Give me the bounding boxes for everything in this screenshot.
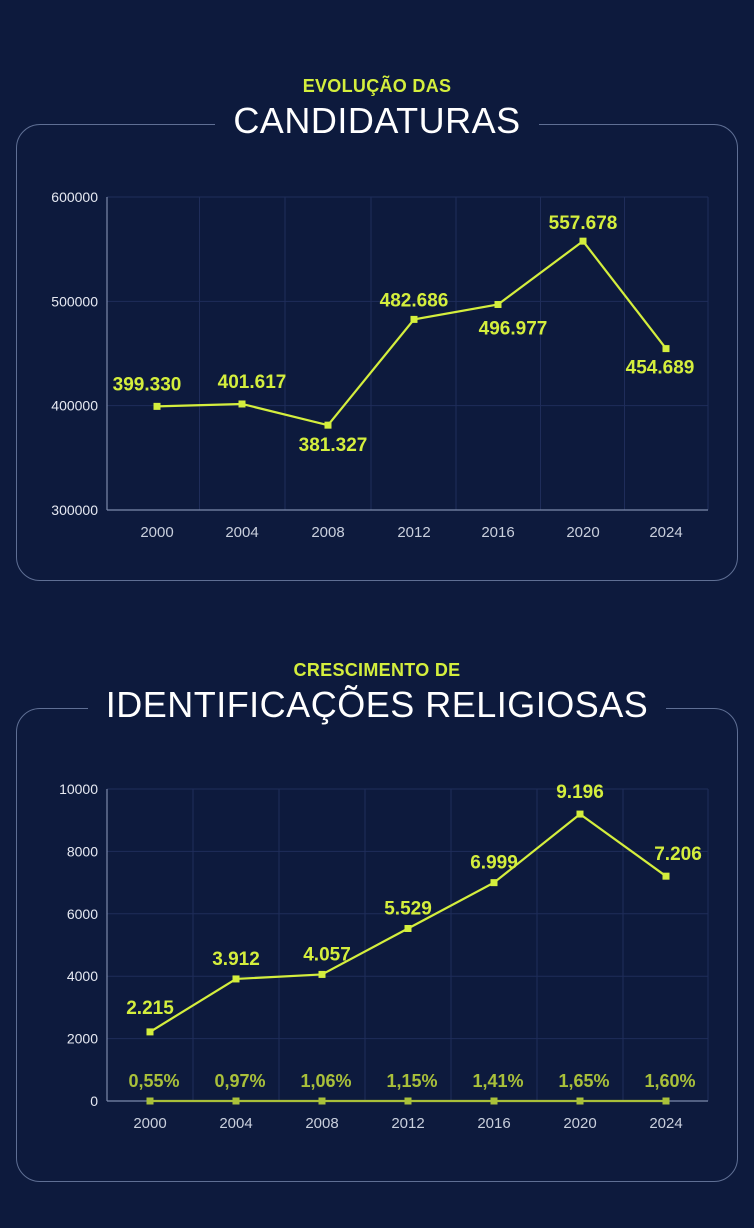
percent-label: 1,60%: [644, 1071, 695, 1091]
data-label: 6.999: [470, 853, 518, 874]
percent-data-point: [576, 1097, 584, 1105]
data-point: [324, 421, 332, 429]
percent-data-point: [490, 1097, 498, 1105]
chart2-eyebrow: CRESCIMENTO DE: [293, 660, 461, 680]
x-tick-label: 2012: [391, 1115, 424, 1132]
data-point: [662, 345, 670, 353]
x-tick-label: 2004: [225, 524, 258, 541]
percent-label: 1,65%: [558, 1071, 609, 1091]
chart2-title-text: IDENTIFICAÇÕES RELIGIOSAS: [87, 684, 667, 726]
data-point: [490, 879, 498, 887]
percent-data-point: [146, 1097, 154, 1105]
data-label: 5.529: [384, 898, 432, 919]
data-point: [410, 315, 418, 323]
y-tick-label: 600000: [51, 189, 98, 205]
data-point: [232, 975, 240, 983]
data-label: 399.330: [113, 374, 182, 395]
data-label: 2.215: [126, 998, 174, 1019]
y-tick-label: 2000: [67, 1031, 98, 1047]
x-tick-label: 2008: [311, 524, 344, 541]
x-tick-label: 2008: [305, 1115, 338, 1132]
x-tick-label: 2020: [566, 524, 599, 541]
series-line: [149, 812, 667, 1033]
y-tick-label: 0: [90, 1093, 98, 1109]
percent-label: 1,06%: [300, 1071, 351, 1091]
percent-label: 1,41%: [472, 1071, 523, 1091]
percent-label: 1,15%: [386, 1071, 437, 1091]
data-label: 4.057: [303, 944, 351, 965]
x-tick-label: 2000: [133, 1115, 166, 1132]
data-point: [576, 810, 584, 818]
y-tick-label: 8000: [67, 843, 98, 859]
chart2-title: IDENTIFICAÇÕES RELIGIOSAS: [0, 684, 754, 726]
y-tick-label: 300000: [51, 502, 98, 518]
y-tick-label: 6000: [67, 906, 98, 922]
data-label: 3.912: [212, 949, 260, 970]
x-tick-label: 2020: [563, 1115, 596, 1132]
chart1-title-text: CANDIDATURAS: [215, 100, 539, 142]
data-point: [494, 300, 502, 308]
x-tick-label: 2024: [649, 1115, 682, 1132]
data-point: [146, 1028, 154, 1036]
data-label: 9.196: [556, 782, 604, 803]
x-tick-label: 2024: [649, 524, 682, 541]
data-label: 482.686: [380, 290, 449, 311]
data-point: [579, 237, 587, 245]
y-tick-label: 400000: [51, 398, 98, 414]
x-tick-label: 2016: [477, 1115, 510, 1132]
data-point: [318, 970, 326, 978]
data-point: [662, 872, 670, 880]
data-label: 7.206: [654, 844, 702, 865]
y-tick-label: 10000: [59, 781, 98, 797]
data-point: [153, 402, 161, 410]
y-tick-label: 500000: [51, 293, 98, 309]
x-tick-label: 2004: [219, 1115, 252, 1132]
data-point: [404, 924, 412, 932]
data-label: 454.689: [626, 358, 695, 379]
data-label: 381.327: [299, 435, 368, 456]
percent-data-point: [662, 1097, 670, 1105]
percent-data-point: [232, 1097, 240, 1105]
data-label: 496.977: [479, 318, 548, 339]
x-tick-label: 2000: [140, 524, 173, 541]
data-label: 401.617: [218, 372, 287, 393]
chart1-title: CANDIDATURAS: [0, 100, 754, 142]
y-tick-label: 4000: [67, 968, 98, 984]
chart1-eyebrow: EVOLUÇÃO DAS: [302, 76, 452, 96]
x-tick-label: 2016: [481, 524, 514, 541]
percent-data-point: [318, 1097, 326, 1105]
x-tick-label: 2012: [397, 524, 430, 541]
data-label: 557.678: [549, 213, 618, 234]
percent-label: 0,97%: [214, 1071, 265, 1091]
percent-data-point: [404, 1097, 412, 1105]
percent-label: 0,55%: [128, 1071, 179, 1091]
data-point: [238, 400, 246, 408]
